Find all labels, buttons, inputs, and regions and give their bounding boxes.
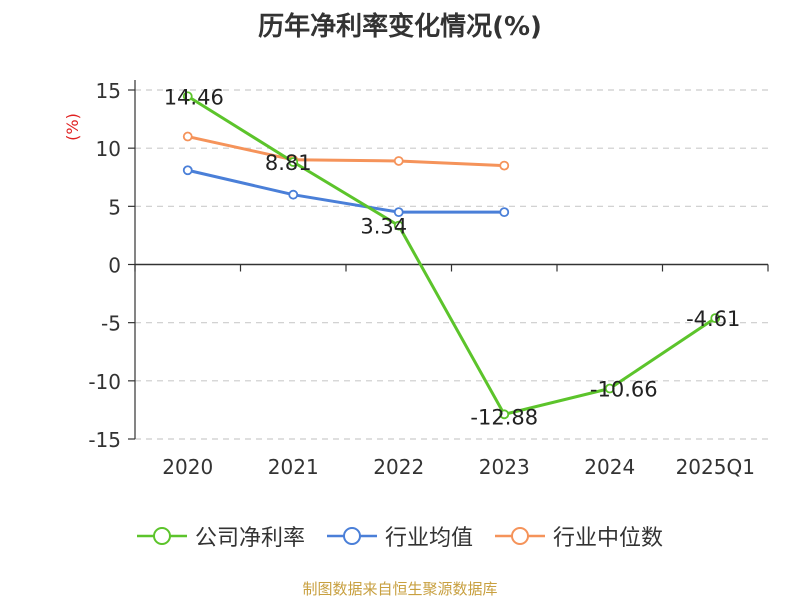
data-label: -4.61: [686, 307, 740, 331]
series-lines: [182, 91, 721, 420]
legend: 公司净利率 行业均值 行业中位数: [0, 518, 800, 554]
data-point: [393, 220, 404, 231]
x-tick-label: 2025Q1: [676, 455, 755, 479]
data-point: [182, 91, 193, 102]
y-tick-label: -15: [88, 428, 121, 452]
series-line: [186, 95, 717, 416]
legend-item[interactable]: 行业中位数: [495, 520, 663, 552]
y-tick-label: 0: [108, 254, 121, 278]
legend-label: 行业中位数: [553, 526, 664, 551]
legend-label: 行业均值: [384, 526, 473, 551]
data-labels: 14.46 8.81 3.34 -12.88 -10.66 -4.61: [164, 85, 741, 429]
legend-marker-icon: [326, 527, 377, 545]
data-point: [499, 409, 510, 420]
x-tick-label: 2022: [373, 455, 424, 479]
y-tick-label: 5: [108, 195, 121, 219]
y-tick-label: 10: [96, 137, 121, 161]
legend-marker-icon: [136, 527, 187, 545]
data-point: [604, 383, 615, 394]
data-point: [393, 156, 404, 166]
data-point: [288, 157, 299, 167]
data-point: [499, 207, 510, 218]
data-label: -10.66: [590, 378, 658, 402]
y-tick-label: -5: [101, 312, 121, 336]
x-tick-label: 2020: [162, 455, 213, 479]
x-tick-label: 2024: [584, 455, 635, 479]
x-tick-label: 2023: [479, 455, 530, 479]
legend-item[interactable]: 行业均值: [326, 520, 473, 552]
data-label: 14.46: [164, 85, 224, 109]
legend-item[interactable]: 公司净利率: [136, 520, 305, 552]
data-point: [182, 131, 193, 142]
footer-source: 制图数据来自恒生聚源数据库: [302, 580, 498, 598]
legend-label: 公司净利率: [194, 526, 305, 551]
y-tick-label: 15: [96, 79, 121, 103]
data-label: 3.34: [360, 215, 407, 239]
series-line: [187, 168, 505, 214]
data-point: [288, 189, 299, 200]
data-point: [393, 207, 404, 218]
data-label: -12.88: [470, 405, 538, 429]
data-point: [710, 313, 721, 324]
x-tick-label: 2021: [268, 455, 319, 479]
y-tick-label: -10: [88, 370, 121, 394]
chart-title: 历年净利率变化情况(%): [258, 12, 542, 42]
data-point: [499, 160, 510, 171]
y-axis-label: (%): [63, 113, 82, 141]
legend-marker-icon: [495, 527, 545, 545]
series-line: [187, 135, 505, 168]
axes: 15 10 5 0 -5 -10 -15 2020 2021 2022 2023 2024 2025Q1: [88, 79, 769, 479]
data-label: 8.81: [265, 151, 312, 175]
data-point: [182, 165, 193, 176]
